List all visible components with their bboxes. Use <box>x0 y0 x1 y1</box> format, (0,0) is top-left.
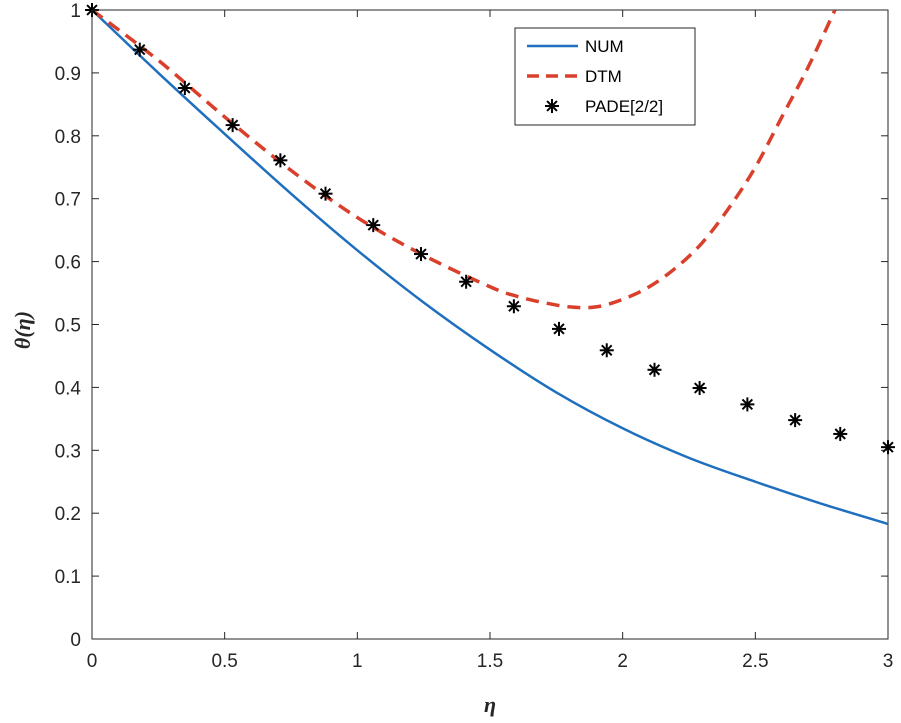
y-tick-label: 0.8 <box>55 127 81 148</box>
data-point-pade <box>459 274 474 289</box>
data-point-pade <box>551 321 566 336</box>
data-point-pade <box>647 362 662 377</box>
y-tick-label: 0.1 <box>55 567 81 588</box>
data-point-pade <box>740 397 755 412</box>
series-line-num <box>92 10 888 526</box>
data-point-pade <box>881 440 895 455</box>
y-tick-label: 0.5 <box>55 316 81 337</box>
x-tick-label: 2 <box>617 651 628 672</box>
data-point-pade <box>414 247 429 262</box>
x-tick-label: 2.5 <box>742 651 768 672</box>
x-tick-label: 0.5 <box>211 651 237 672</box>
y-tick-label: 0.2 <box>55 504 81 525</box>
x-tick-label: 0 <box>87 651 98 672</box>
y-tick-label: 0.3 <box>55 441 81 462</box>
y-tick-label: 0.4 <box>55 378 82 399</box>
y-tick-label: 0.6 <box>55 253 81 274</box>
data-point-pade <box>132 42 147 57</box>
y-tick-label: 1 <box>70 1 81 22</box>
x-tick-label: 3 <box>883 651 894 672</box>
legend-marker-star <box>545 99 559 113</box>
data-point-pade <box>366 218 381 233</box>
legend-box <box>514 27 696 126</box>
data-point-pade <box>599 343 614 358</box>
y-tick-label: 0 <box>70 630 81 651</box>
y-tick-label: 0.7 <box>55 190 81 211</box>
legend-label-dtm: DTM <box>585 67 622 86</box>
legend-label-num: NUM <box>585 37 624 56</box>
x-axis-title: η <box>484 692 496 717</box>
data-point-pade <box>318 186 333 201</box>
data-point-pade <box>177 80 192 95</box>
y-axis-title: θ(η) <box>10 311 35 349</box>
x-tick-label: 1 <box>352 651 363 672</box>
data-point-pade <box>225 118 240 133</box>
data-point-pade <box>692 381 707 396</box>
legend: NUM DTM PADE[2/2] <box>514 27 696 126</box>
x-axis: 0 0.5 1 1.5 2 2.5 3 <box>87 10 894 672</box>
y-axis: 0 0.1 0.2 0.3 0.4 0.5 0.6 0.7 0.8 0.9 1 <box>55 1 888 651</box>
legend-label-pade: PADE[2/2] <box>585 97 663 116</box>
data-point-pade <box>788 413 803 428</box>
x-tick-label: 1.5 <box>477 651 503 672</box>
data-point-pade <box>273 153 288 168</box>
legend-marker-pade <box>545 99 559 113</box>
data-point-pade <box>506 299 521 314</box>
y-tick-label: 0.9 <box>55 64 81 85</box>
data-point-pade <box>833 426 848 441</box>
